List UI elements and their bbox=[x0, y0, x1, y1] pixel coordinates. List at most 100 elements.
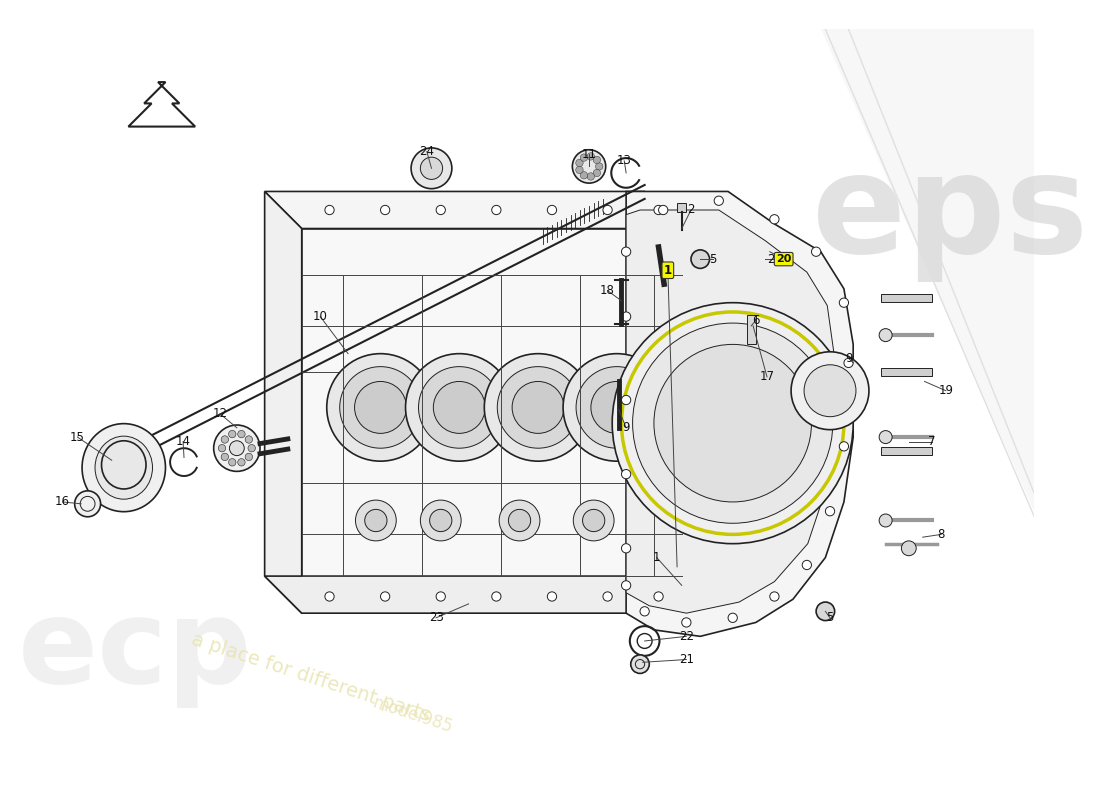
Circle shape bbox=[213, 425, 260, 471]
Circle shape bbox=[245, 454, 253, 461]
Circle shape bbox=[879, 430, 892, 443]
Circle shape bbox=[791, 352, 869, 430]
Circle shape bbox=[879, 514, 892, 527]
Text: 6: 6 bbox=[752, 314, 760, 326]
Text: 11: 11 bbox=[582, 148, 596, 161]
Circle shape bbox=[804, 365, 856, 417]
Circle shape bbox=[583, 510, 605, 532]
Circle shape bbox=[839, 298, 848, 307]
Circle shape bbox=[229, 430, 236, 438]
Circle shape bbox=[630, 655, 649, 674]
Ellipse shape bbox=[82, 424, 165, 512]
Circle shape bbox=[548, 592, 557, 601]
Polygon shape bbox=[821, 30, 1034, 511]
Circle shape bbox=[603, 206, 613, 214]
Circle shape bbox=[229, 458, 236, 466]
Circle shape bbox=[354, 382, 407, 434]
Text: 12: 12 bbox=[212, 407, 228, 421]
Circle shape bbox=[580, 171, 587, 179]
Circle shape bbox=[492, 206, 500, 214]
Circle shape bbox=[238, 430, 245, 438]
Text: 22: 22 bbox=[679, 630, 694, 643]
Circle shape bbox=[593, 156, 601, 163]
Text: 20: 20 bbox=[767, 253, 782, 266]
Polygon shape bbox=[881, 294, 932, 302]
Polygon shape bbox=[881, 447, 932, 454]
Circle shape bbox=[653, 206, 663, 214]
Circle shape bbox=[593, 170, 601, 177]
Circle shape bbox=[576, 366, 658, 448]
Text: 2: 2 bbox=[688, 203, 695, 217]
Circle shape bbox=[492, 592, 500, 601]
Polygon shape bbox=[265, 576, 682, 613]
Circle shape bbox=[513, 382, 564, 434]
Circle shape bbox=[770, 214, 779, 224]
Polygon shape bbox=[301, 229, 682, 613]
Ellipse shape bbox=[95, 436, 153, 499]
Circle shape bbox=[632, 323, 833, 523]
Circle shape bbox=[575, 159, 583, 166]
Circle shape bbox=[75, 491, 100, 517]
Circle shape bbox=[621, 581, 630, 590]
Circle shape bbox=[497, 366, 579, 448]
Text: 7: 7 bbox=[928, 435, 936, 448]
Circle shape bbox=[436, 592, 446, 601]
Circle shape bbox=[591, 382, 642, 434]
Circle shape bbox=[825, 506, 835, 516]
Circle shape bbox=[381, 206, 389, 214]
Circle shape bbox=[621, 395, 630, 405]
Circle shape bbox=[839, 442, 848, 451]
Circle shape bbox=[418, 366, 500, 448]
Circle shape bbox=[484, 354, 592, 461]
Text: 17: 17 bbox=[759, 370, 774, 383]
Polygon shape bbox=[678, 202, 686, 212]
Circle shape bbox=[573, 500, 614, 541]
Circle shape bbox=[499, 500, 540, 541]
Circle shape bbox=[218, 445, 226, 452]
Circle shape bbox=[430, 510, 452, 532]
Circle shape bbox=[659, 206, 668, 214]
Polygon shape bbox=[747, 314, 756, 344]
Text: 1: 1 bbox=[653, 551, 660, 564]
Circle shape bbox=[563, 354, 671, 461]
Polygon shape bbox=[881, 369, 932, 376]
Circle shape bbox=[714, 196, 724, 206]
Circle shape bbox=[248, 445, 255, 452]
Polygon shape bbox=[265, 191, 682, 229]
Circle shape bbox=[640, 606, 649, 616]
Text: eps: eps bbox=[813, 147, 1089, 282]
Text: 15: 15 bbox=[70, 430, 85, 443]
Circle shape bbox=[245, 436, 253, 443]
Text: 9: 9 bbox=[845, 352, 853, 365]
Text: 10: 10 bbox=[312, 310, 328, 323]
Circle shape bbox=[411, 148, 452, 189]
Text: 19: 19 bbox=[938, 384, 954, 398]
Circle shape bbox=[327, 354, 434, 461]
Circle shape bbox=[653, 592, 663, 601]
Circle shape bbox=[621, 470, 630, 478]
Circle shape bbox=[603, 592, 613, 601]
Text: 13: 13 bbox=[617, 154, 631, 167]
Circle shape bbox=[340, 366, 421, 448]
Polygon shape bbox=[626, 210, 835, 613]
Circle shape bbox=[420, 500, 461, 541]
Circle shape bbox=[691, 250, 710, 268]
Circle shape bbox=[433, 382, 485, 434]
Circle shape bbox=[548, 206, 557, 214]
Circle shape bbox=[238, 458, 245, 466]
Circle shape bbox=[682, 618, 691, 627]
Circle shape bbox=[844, 358, 854, 367]
Circle shape bbox=[802, 560, 812, 570]
Circle shape bbox=[613, 302, 854, 544]
Circle shape bbox=[621, 544, 630, 553]
Text: 21: 21 bbox=[679, 653, 694, 666]
Circle shape bbox=[230, 441, 244, 456]
Circle shape bbox=[221, 436, 229, 443]
Circle shape bbox=[879, 329, 892, 342]
Text: a place for different parts: a place for different parts bbox=[189, 630, 433, 726]
Circle shape bbox=[420, 157, 442, 179]
Circle shape bbox=[587, 153, 594, 160]
Circle shape bbox=[770, 592, 779, 601]
Circle shape bbox=[653, 344, 812, 502]
Text: 5: 5 bbox=[826, 611, 834, 624]
